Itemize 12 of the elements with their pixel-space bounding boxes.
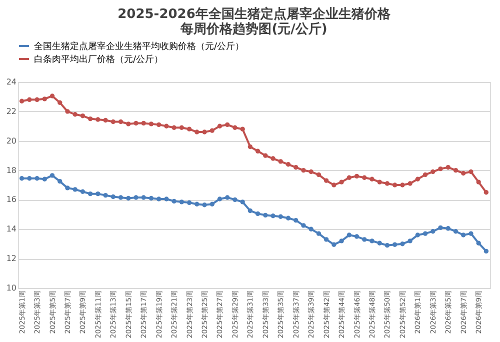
legend-label: 全国生猪定点屠宰企业生猪平均收购价格（元/公斤） [34, 41, 244, 52]
y-tick-label: 20 [6, 136, 16, 146]
y-tick-label: 24 [6, 78, 16, 86]
y-tick-label: 10 [6, 284, 16, 292]
y-tick-label: 18 [6, 166, 16, 175]
chart-subtitle: 每周价格趋势图(元/公斤) [180, 21, 328, 37]
legend-label: 白条肉平均出厂价格（元/公斤） [34, 54, 164, 65]
y-tick-label: 12 [6, 254, 16, 264]
y-tick-label: 16 [6, 195, 16, 204]
chart-title: 2025-2026年全国生猪定点屠宰企业生猪价格 [118, 6, 392, 22]
y-tick-label: 22 [6, 106, 16, 116]
y-tick-label: 14 [6, 224, 16, 234]
